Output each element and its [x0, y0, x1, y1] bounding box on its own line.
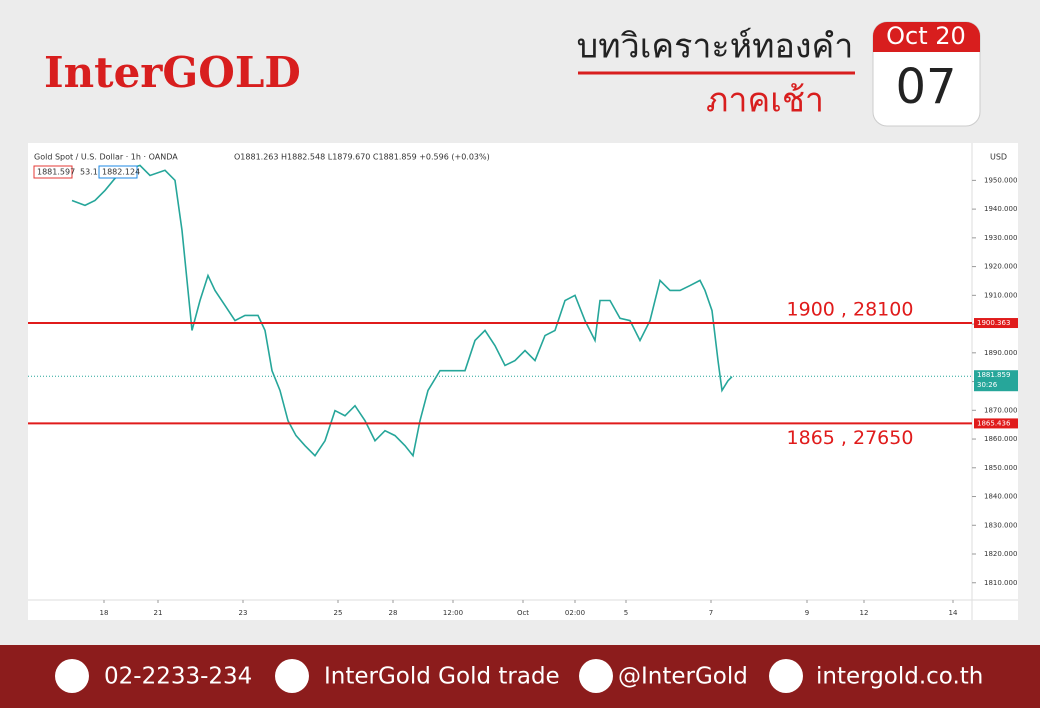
y-tick-label: 1860.000 — [984, 435, 1017, 443]
line-icon — [579, 659, 613, 693]
level-tag — [974, 418, 1018, 429]
website: intergold.co.th — [816, 664, 983, 690]
x-tick-label: 9 — [805, 609, 809, 617]
date-badge-top — [873, 22, 980, 52]
x-tick-label: 12 — [860, 609, 869, 617]
level-annotation: 1865 , 27650 — [787, 427, 914, 449]
currency: USD — [990, 153, 1007, 162]
y-tick-label: 1930.000 — [984, 234, 1017, 242]
spread: 53.1 — [80, 168, 98, 177]
y-tick-label: 1950.000 — [984, 176, 1017, 184]
y-tick-label: 1920.000 — [984, 263, 1017, 271]
x-tick-label: 25 — [334, 609, 343, 617]
level-tag-label: 1900.363 — [977, 319, 1010, 327]
y-tick-label: 1910.000 — [984, 291, 1017, 299]
last-price-label: 1881.859 — [977, 371, 1010, 379]
x-tick-label: 23 — [239, 609, 248, 617]
x-tick-label: 12:00 — [443, 609, 463, 617]
x-tick-label: 14 — [949, 609, 958, 617]
session: ภาคเช้า — [706, 81, 824, 121]
footer — [0, 645, 1040, 708]
level-tag — [974, 318, 1018, 329]
level-tag-label: 1865.436 — [977, 419, 1011, 427]
bid-box — [33, 165, 73, 179]
date-month: Oct 20 — [886, 22, 966, 50]
y-tick-label: 1850.000 — [984, 464, 1017, 472]
y-tick-label: 1840.000 — [984, 493, 1017, 501]
y-tick-label: 1820.000 — [984, 550, 1017, 558]
y-tick-label: 1890.000 — [984, 349, 1017, 357]
x-tick-label: 21 — [154, 609, 163, 617]
last-price-tag — [974, 370, 1018, 392]
countdown: 30:26 — [977, 381, 998, 389]
title: บทวิเคราะห์ทองคำ — [577, 27, 854, 67]
level-annotation: 1900 , 28100 — [787, 299, 914, 321]
y-tick-label: 1940.000 — [984, 205, 1017, 213]
phone-icon — [55, 659, 89, 693]
date-day: 07 — [895, 59, 956, 115]
y-tick-label: 1830.000 — [984, 521, 1017, 529]
plot: 1810.000 1820.000 1830.000 1840.000 1850.000… — [28, 143, 1018, 620]
symbol: Gold Spot / U.S. Dollar · 1h · OANDA — [34, 153, 178, 162]
web-icon — [769, 659, 803, 693]
phone: 02-2233-234 — [104, 664, 252, 690]
y-tick-label: 1870.000 — [984, 406, 1017, 414]
x-tick-label: 7 — [709, 609, 713, 617]
line-id: @InterGold — [618, 664, 748, 690]
x-tick-label: 28 — [389, 609, 398, 617]
x-tick-label: 5 — [624, 609, 628, 617]
bid: 1881.597 — [37, 168, 75, 177]
x-tick-label: 18 — [100, 609, 109, 617]
x-tick-label: Oct — [517, 609, 529, 617]
facebook: InterGold Gold trade — [324, 664, 560, 690]
ask-box — [98, 165, 138, 179]
brand: InterGOLD — [44, 48, 301, 97]
y-tick-label: 1810.000 — [984, 579, 1017, 587]
facebook-icon — [275, 659, 309, 693]
ask: 1882.124 — [102, 168, 140, 177]
ohlc: O1881.263 H1882.548 L1879.670 C1881.859 … — [234, 153, 490, 162]
chart-panel — [28, 143, 1018, 620]
x-tick-label: 02:00 — [565, 609, 585, 617]
